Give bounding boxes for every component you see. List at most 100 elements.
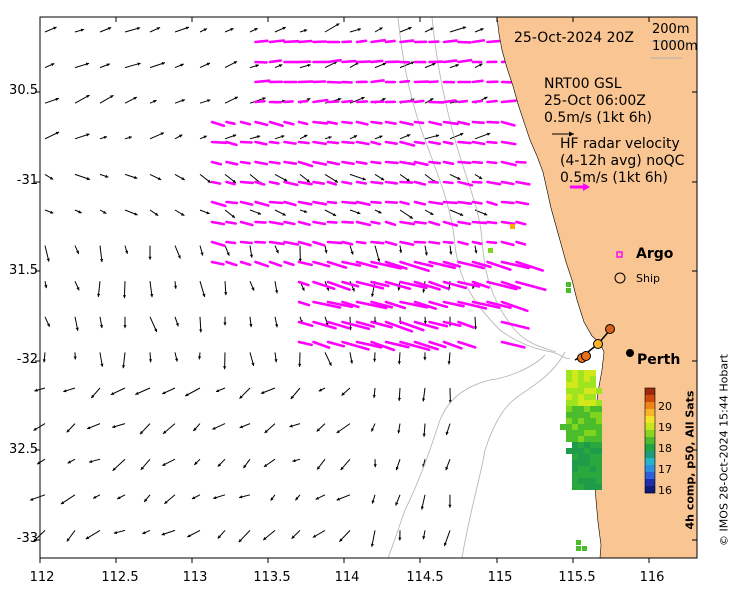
sst-pixel xyxy=(584,442,590,448)
model-vector-head xyxy=(144,498,148,502)
sst-pixel xyxy=(566,370,572,376)
model-vector-head xyxy=(86,95,90,98)
sst-pixel xyxy=(576,546,581,551)
x-tick-label: 113.5 xyxy=(253,570,291,585)
model-vector-head xyxy=(156,27,161,31)
radar-vector xyxy=(370,300,394,309)
radar-vector xyxy=(254,240,267,244)
model-vector-head xyxy=(85,536,90,540)
model-vector-head xyxy=(424,252,428,256)
radar-vector xyxy=(254,99,266,104)
model-vector-head xyxy=(484,96,488,100)
model-vector-head xyxy=(312,534,317,538)
sst-pixel xyxy=(572,454,578,460)
radar-vector xyxy=(471,160,484,165)
sst-pixel xyxy=(596,484,602,490)
model-vector-head xyxy=(122,295,127,299)
model-vector-head xyxy=(234,96,238,100)
sst-pixel xyxy=(584,400,590,406)
model-vector-head xyxy=(106,63,110,67)
model-vector-head xyxy=(217,535,221,539)
model-vector-head xyxy=(282,212,286,216)
sst-pixel xyxy=(572,442,578,448)
radar-vector xyxy=(312,80,327,84)
radar-vector xyxy=(355,140,370,146)
model-vector-head xyxy=(373,358,377,362)
model-vector-head xyxy=(148,359,153,363)
model-vector-head xyxy=(181,212,185,216)
radar-vector xyxy=(515,260,545,272)
radar-vector xyxy=(297,320,314,328)
radar-vector xyxy=(355,280,385,290)
model-vector-head xyxy=(85,62,90,66)
model-vector-head xyxy=(395,466,399,471)
radar-vector xyxy=(442,39,458,44)
model-vector-head xyxy=(435,134,440,138)
model-vector-head xyxy=(63,389,67,393)
sst-pixel xyxy=(566,424,572,430)
model-vector-head xyxy=(160,132,164,136)
radar-vector xyxy=(413,120,425,125)
radar-vector xyxy=(297,280,310,287)
model-vector-head xyxy=(230,28,234,31)
model-vector-head xyxy=(304,134,308,138)
radar-vector xyxy=(428,140,442,146)
radar-vector xyxy=(355,240,367,245)
radar-vector xyxy=(486,120,500,124)
model-vector-head xyxy=(100,363,104,367)
model-vector-head xyxy=(140,430,144,435)
imos-credit: © IMOS 28-Oct-2024 15:44 Hobart xyxy=(717,354,731,546)
radar-vector xyxy=(442,260,462,268)
radar-vector xyxy=(384,260,408,270)
radar-vector xyxy=(254,140,268,146)
radar-vector xyxy=(428,200,444,206)
model-vector-head xyxy=(357,28,361,32)
model-vector-head xyxy=(193,427,197,431)
model-vector-head xyxy=(123,325,127,329)
sst-pixel xyxy=(578,412,584,418)
radar-vector xyxy=(486,240,498,245)
radar-vector xyxy=(384,180,399,185)
model-vector-head xyxy=(292,459,296,463)
sst-pixel xyxy=(566,430,572,436)
radar-vector xyxy=(486,200,498,206)
model-vector-head xyxy=(202,293,206,297)
radar-vector xyxy=(297,160,314,168)
model-vector-head xyxy=(179,134,183,138)
radar-vector xyxy=(413,280,441,291)
radar-vector xyxy=(283,140,297,145)
model-vector-head xyxy=(135,391,139,395)
model-vector-head xyxy=(340,466,344,471)
radar-vector xyxy=(268,59,283,64)
sst-pixel xyxy=(578,478,584,484)
model-vector-head xyxy=(460,133,464,136)
model-vector-head xyxy=(33,538,37,542)
model-vector-head xyxy=(187,534,191,537)
model-vector-head xyxy=(50,210,54,214)
radar-vector xyxy=(442,160,455,166)
radar-vector xyxy=(283,100,294,104)
radar-vector xyxy=(326,200,338,205)
model-vector-head xyxy=(125,250,129,254)
radar-vector xyxy=(268,260,283,268)
model-vector-head xyxy=(261,390,265,394)
radar-vector xyxy=(399,200,410,206)
argo-legend-label: Argo xyxy=(636,246,674,262)
argo-marker xyxy=(616,251,623,258)
model-vector-head xyxy=(191,496,196,499)
model-vector-head xyxy=(373,464,377,468)
radar-vector xyxy=(457,58,473,64)
y-tick-label: -33 xyxy=(16,531,38,546)
x-tick-label: 115.5 xyxy=(558,570,596,585)
model-vector-head xyxy=(226,252,230,256)
radar-vector xyxy=(297,39,313,44)
model-vector-head xyxy=(177,255,181,259)
model-vector-head xyxy=(263,536,267,541)
radar-vector xyxy=(283,220,296,226)
radar-vector xyxy=(210,240,226,247)
radar-vector xyxy=(297,120,309,126)
model-vector-head xyxy=(80,28,85,32)
radar-vector xyxy=(370,280,390,288)
radar-vector xyxy=(515,220,527,226)
radar-vector xyxy=(355,200,371,206)
